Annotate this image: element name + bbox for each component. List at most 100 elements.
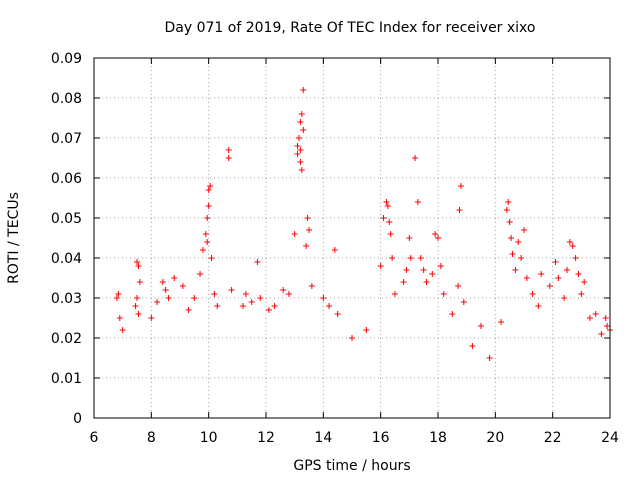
data-point bbox=[569, 243, 576, 249]
data-point bbox=[456, 207, 463, 213]
data-point bbox=[257, 295, 264, 301]
data-point bbox=[135, 311, 142, 317]
data-point bbox=[297, 147, 304, 153]
x-tick-label: 24 bbox=[601, 430, 619, 446]
data-point bbox=[135, 263, 142, 269]
data-point bbox=[386, 219, 393, 225]
x-tick-label: 18 bbox=[429, 430, 447, 446]
data-point bbox=[581, 279, 588, 285]
data-point bbox=[546, 283, 553, 289]
data-point bbox=[300, 87, 307, 93]
data-point bbox=[148, 315, 155, 321]
data-point bbox=[598, 331, 605, 337]
data-point bbox=[197, 271, 204, 277]
data-point bbox=[561, 295, 568, 301]
data-point bbox=[505, 199, 512, 205]
data-point bbox=[508, 235, 515, 241]
data-point bbox=[115, 291, 122, 297]
data-point bbox=[503, 207, 510, 213]
data-point bbox=[363, 327, 370, 333]
data-point bbox=[578, 291, 585, 297]
data-point bbox=[162, 287, 169, 293]
data-point bbox=[202, 231, 209, 237]
data-point bbox=[214, 303, 221, 309]
data-point bbox=[604, 323, 611, 329]
data-point bbox=[435, 235, 441, 241]
data-point bbox=[113, 295, 120, 301]
data-point bbox=[400, 279, 407, 285]
data-point bbox=[320, 295, 327, 301]
y-tick-label: 0.02 bbox=[51, 331, 82, 347]
axis-ticks: 6 8 10 12 14 16 18 20 22 24 0 0.01 0.02 0.03 0.04 0.05 0… bbox=[51, 51, 619, 446]
data-point bbox=[389, 255, 396, 261]
data-point bbox=[535, 303, 542, 309]
data-point bbox=[420, 267, 427, 273]
data-point bbox=[297, 119, 304, 125]
data-point bbox=[165, 295, 172, 301]
y-tick-label: 0.06 bbox=[51, 171, 82, 187]
data-point bbox=[295, 135, 302, 141]
data-point bbox=[265, 307, 272, 313]
data-point bbox=[509, 251, 516, 257]
data-point bbox=[294, 143, 301, 149]
x-tick-label: 6 bbox=[90, 430, 99, 446]
grid bbox=[94, 58, 610, 418]
data-point bbox=[334, 311, 341, 317]
plot-frame bbox=[93, 57, 611, 419]
data-point bbox=[384, 203, 391, 209]
data-point bbox=[134, 259, 140, 265]
data-point bbox=[383, 199, 390, 205]
data-point bbox=[308, 283, 315, 289]
data-point bbox=[538, 271, 545, 277]
x-tick-label: 8 bbox=[147, 430, 156, 446]
data-point bbox=[116, 315, 123, 321]
x-axis-label: GPS time / hours bbox=[293, 458, 410, 474]
data-point bbox=[242, 291, 249, 297]
data-point bbox=[303, 243, 310, 249]
data-point bbox=[185, 307, 192, 313]
data-point bbox=[297, 159, 304, 165]
data-point bbox=[403, 267, 410, 273]
data-points bbox=[113, 87, 613, 361]
x-tick-label: 10 bbox=[200, 430, 218, 446]
data-point bbox=[207, 183, 214, 189]
data-point bbox=[225, 147, 232, 153]
data-point bbox=[449, 311, 456, 317]
data-point bbox=[248, 299, 255, 305]
data-point bbox=[240, 303, 247, 309]
data-point bbox=[469, 343, 476, 349]
y-tick-label: 0.04 bbox=[51, 251, 82, 267]
data-point bbox=[457, 183, 464, 189]
data-point bbox=[204, 239, 211, 245]
data-point bbox=[380, 215, 387, 221]
data-point bbox=[498, 319, 505, 325]
data-point bbox=[432, 231, 439, 237]
data-point bbox=[486, 355, 493, 361]
x-tick-label: 16 bbox=[372, 430, 390, 446]
y-tick-label: 0.01 bbox=[51, 371, 82, 387]
data-point bbox=[412, 155, 419, 161]
data-point bbox=[523, 275, 530, 281]
data-point bbox=[429, 271, 436, 277]
data-point bbox=[586, 315, 593, 321]
data-point bbox=[460, 299, 467, 305]
data-point bbox=[564, 267, 570, 273]
y-tick-label: 0 bbox=[73, 411, 82, 427]
data-point bbox=[132, 303, 139, 309]
data-point bbox=[592, 311, 599, 317]
data-point bbox=[387, 231, 394, 237]
data-point bbox=[211, 291, 218, 297]
y-tick-label: 0.08 bbox=[51, 91, 82, 107]
data-point bbox=[204, 215, 211, 221]
data-point bbox=[300, 127, 307, 133]
data-point bbox=[602, 315, 609, 321]
data-point bbox=[518, 255, 525, 261]
data-point bbox=[506, 219, 513, 225]
data-point bbox=[455, 283, 462, 289]
data-point bbox=[521, 227, 527, 233]
data-point bbox=[349, 335, 355, 341]
data-point bbox=[294, 151, 301, 157]
data-point bbox=[136, 279, 143, 285]
data-point bbox=[552, 259, 559, 265]
